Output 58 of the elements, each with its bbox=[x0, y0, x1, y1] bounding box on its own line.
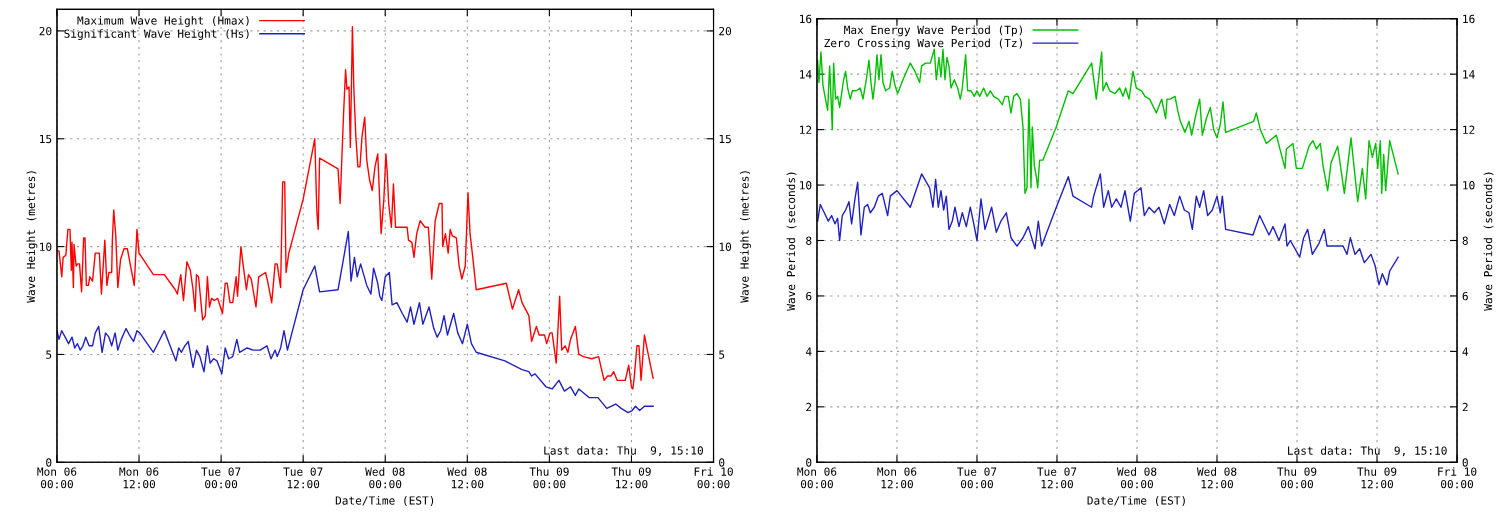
x-tick-label: Wed 08 12:00 bbox=[1196, 467, 1237, 489]
x-tick-label: Fri 10 00:00 bbox=[694, 467, 733, 489]
y-tick-label: 0 bbox=[806, 458, 812, 467]
x-tick-label: Thu 09 12:00 bbox=[1357, 467, 1397, 489]
y2-axis-title: Wave Period (seconds) bbox=[1483, 172, 1494, 311]
legend-label: Maximum Wave Height (Hmax) bbox=[77, 16, 249, 27]
annotation: Last data: Thu 9, 15:10 bbox=[1288, 446, 1447, 457]
x-tick-label: Mon 06 00:00 bbox=[37, 467, 77, 489]
x-tick-label: Thu 09 00:00 bbox=[1277, 467, 1317, 489]
y-tick-label: 5 bbox=[46, 350, 52, 359]
x-tick-label: Mon 06 12:00 bbox=[119, 467, 159, 489]
x-tick-label: Wed 08 12:00 bbox=[447, 467, 487, 489]
x-axis-title: Date/Time (EST) bbox=[1087, 496, 1185, 506]
x-tick-label: Tue 07 12:00 bbox=[283, 467, 323, 489]
x-tick-label: Mon 06 12:00 bbox=[877, 467, 917, 489]
y2-tick-label: 2 bbox=[1462, 402, 1468, 412]
y-tick-label: 10 bbox=[40, 242, 52, 252]
y-tick-label: 15 bbox=[40, 134, 52, 144]
y2-tick-label: 16 bbox=[1463, 14, 1475, 24]
y2-tick-label: 10 bbox=[719, 242, 732, 252]
y-axis-title: Wave Height (metres) bbox=[26, 171, 38, 303]
x-tick-label: Tue 07 00:00 bbox=[201, 467, 241, 489]
y-tick-label: 20 bbox=[39, 26, 52, 36]
legend-label: Max Energy Wave Period (Tp) bbox=[844, 25, 1022, 37]
y-tick-label: 12 bbox=[800, 125, 812, 134]
x-tick-label: Mon 06 00:00 bbox=[797, 467, 837, 489]
x-tick-label: Thu 09 12:00 bbox=[611, 467, 651, 489]
y-tick-label: 16 bbox=[800, 14, 812, 24]
x-tick-label: Tue 07 00:00 bbox=[957, 467, 997, 489]
y2-tick-label: 15 bbox=[719, 134, 731, 144]
annotation: Last data: Thu 9, 15:10 bbox=[544, 446, 703, 457]
y-tick-label: 6 bbox=[806, 291, 812, 301]
y-tick-label: 0 bbox=[46, 458, 52, 467]
y-tick-label: 2 bbox=[806, 402, 812, 412]
x-tick-label: Tue 07 12:00 bbox=[1037, 467, 1077, 489]
legend-label: Zero Crossing Wave Period (Tz) bbox=[824, 38, 1022, 50]
x-tick-label: Fri 10 00:00 bbox=[1438, 467, 1477, 489]
y2-tick-label: 14 bbox=[1463, 70, 1475, 79]
y2-tick-label: 12 bbox=[1463, 125, 1475, 134]
y2-tick-label: 0 bbox=[1462, 458, 1468, 467]
y-tick-label: 14 bbox=[800, 70, 812, 79]
legend-label: Significant Wave Height (Hs) bbox=[64, 29, 249, 41]
y2-tick-label: 8 bbox=[1462, 236, 1468, 245]
y2-tick-label: 0 bbox=[719, 458, 725, 467]
x-axis-title: Date/Time (EST) bbox=[335, 496, 434, 506]
y2-axis-title: Wave Height (metres) bbox=[740, 171, 751, 303]
y-tick-label: 10 bbox=[800, 181, 812, 190]
y-tick-label: 8 bbox=[806, 236, 812, 245]
y2-tick-label: 10 bbox=[1463, 181, 1475, 190]
y2-tick-label: 5 bbox=[719, 350, 725, 359]
x-tick-label: Wed 08 00:00 bbox=[1116, 467, 1157, 489]
y2-tick-label: 6 bbox=[1462, 291, 1468, 301]
y-tick-label: 4 bbox=[805, 347, 812, 356]
x-tick-label: Wed 08 00:00 bbox=[365, 467, 405, 489]
y2-tick-label: 20 bbox=[719, 26, 732, 36]
x-tick-label: Thu 09 00:00 bbox=[529, 467, 569, 489]
y-axis-title: Wave Period (seconds) bbox=[786, 172, 797, 311]
y2-tick-label: 4 bbox=[1462, 347, 1469, 356]
